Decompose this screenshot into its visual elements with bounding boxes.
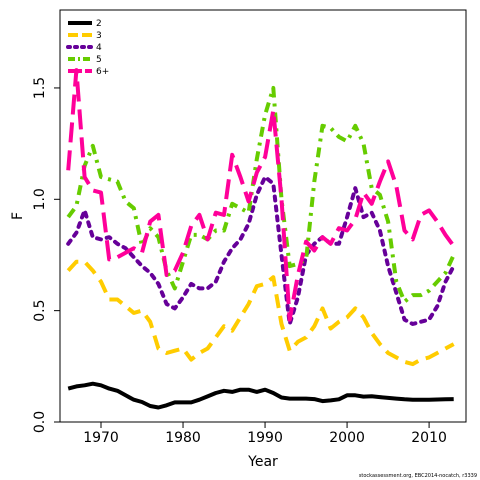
legend-label: 3 (96, 31, 102, 41)
legend-label: 4 (96, 43, 102, 53)
y-tick-label: 0.5 (32, 300, 48, 322)
y-axis-title: F (10, 212, 26, 220)
legend-label: 5 (96, 55, 102, 65)
x-axis-title: Year (247, 454, 278, 470)
x-tick-label: 1980 (165, 430, 201, 446)
axis-layer: 1970 1980 1990 2000 2010 0.0 0.5 1.0 1.5 (32, 77, 447, 446)
x-tick-label: 2000 (329, 430, 365, 446)
series-line-4 (66, 175, 456, 326)
footnote: stockassessment.org, EBC2014-nocatch, r3… (359, 473, 477, 479)
x-tick-label: 1970 (83, 430, 119, 446)
series-layer (66, 68, 456, 410)
y-tick-label: 1.0 (32, 188, 48, 210)
y-tick-label: 1.5 (32, 77, 48, 99)
series-line-5 (66, 85, 456, 304)
series-line-3 (66, 259, 455, 367)
legend-label: 2 (96, 19, 102, 29)
plot-frame (59, 9, 467, 423)
y-tick-label: 0.0 (32, 411, 48, 433)
x-tick-label: 1990 (247, 430, 283, 446)
series-line-2 (67, 381, 454, 410)
x-tick-label: 2010 (411, 430, 447, 446)
legend: 2 3 4 5 6+ (66, 19, 109, 77)
legend-label: 6+ (96, 67, 109, 77)
series-line-6plus (66, 68, 456, 322)
